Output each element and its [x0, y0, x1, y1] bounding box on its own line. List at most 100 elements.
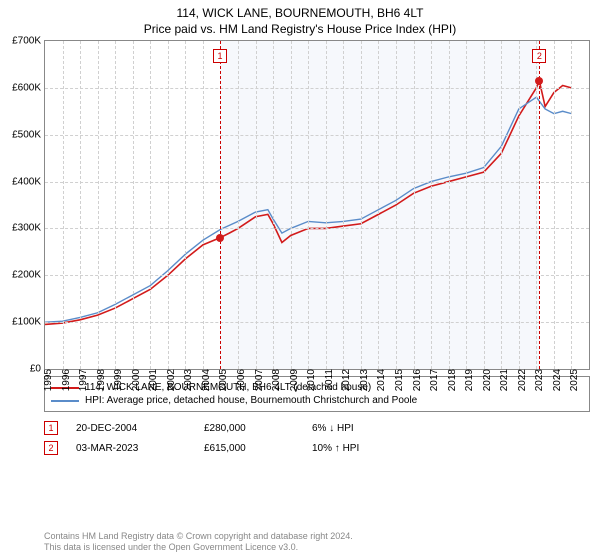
gridline-v [378, 41, 379, 369]
gridline-v [396, 41, 397, 369]
gridline-v [150, 41, 151, 369]
gridline-h [45, 182, 589, 183]
x-axis-label: 1999 [111, 369, 124, 391]
sale-index-badge: 2 [44, 441, 58, 455]
sale-index-badge: 1 [44, 421, 58, 435]
x-axis-label: 2006 [234, 369, 247, 391]
sale-date: 20-DEC-2004 [76, 423, 186, 434]
sale-marker-dot [216, 234, 224, 242]
sales-table: 1 20-DEC-2004 £280,000 6% ↓ HPI 2 03-MAR-2023… [44, 418, 590, 458]
legend-row: HPI: Average price, detached house, Bour… [51, 394, 583, 407]
gridline-v [133, 41, 134, 369]
x-axis-label: 2000 [129, 369, 142, 391]
sale-date: 03-MAR-2023 [76, 443, 186, 454]
x-axis-label: 2022 [515, 369, 528, 391]
gridline-v [185, 41, 186, 369]
sale-marker-line [539, 41, 540, 369]
gridline-v [273, 41, 274, 369]
gridline-v [466, 41, 467, 369]
line-canvas [45, 41, 589, 369]
chart-area: £0£100K£200K£300K£400K£500K£600K£700K199… [44, 40, 590, 370]
sale-delta: 6% ↓ HPI [312, 423, 402, 434]
x-axis-label: 1996 [59, 369, 72, 391]
x-axis-label: 2019 [462, 369, 475, 391]
x-axis-label: 2008 [269, 369, 282, 391]
gridline-v [63, 41, 64, 369]
gridline-v [115, 41, 116, 369]
chart-subtitle: Price paid vs. HM Land Registry's House … [0, 20, 600, 40]
gridline-v [431, 41, 432, 369]
x-axis-label: 1997 [76, 369, 89, 391]
gridline-v [554, 41, 555, 369]
gridline-v [414, 41, 415, 369]
y-axis-label: £200K [12, 270, 45, 281]
sales-table-row: 1 20-DEC-2004 £280,000 6% ↓ HPI [44, 418, 590, 438]
gridline-v [501, 41, 502, 369]
legend-swatch [51, 400, 79, 402]
x-axis-label: 2014 [374, 369, 387, 391]
y-axis-label: £400K [12, 176, 45, 187]
gridline-v [256, 41, 257, 369]
x-axis-label: 2017 [427, 369, 440, 391]
gridline-v [238, 41, 239, 369]
x-axis-label: 2011 [322, 369, 335, 391]
chart-container: 114, WICK LANE, BOURNEMOUTH, BH6 4LT Pri… [0, 0, 600, 560]
gridline-v [308, 41, 309, 369]
sales-table-row: 2 03-MAR-2023 £615,000 10% ↑ HPI [44, 438, 590, 458]
sale-marker-dot [535, 77, 543, 85]
sale-index-box: 1 [213, 49, 227, 63]
x-axis-label: 2024 [550, 369, 563, 391]
gridline-v [571, 41, 572, 369]
x-axis-label: 1995 [41, 369, 54, 391]
x-axis-label: 2005 [216, 369, 229, 391]
legend-label: HPI: Average price, detached house, Bour… [85, 395, 417, 406]
x-axis-label: 2025 [567, 369, 580, 391]
gridline-h [45, 275, 589, 276]
sale-marker-line [220, 41, 221, 369]
x-axis-label: 2018 [445, 369, 458, 391]
chart-title: 114, WICK LANE, BOURNEMOUTH, BH6 4LT [0, 0, 600, 20]
gridline-v [168, 41, 169, 369]
x-axis-label: 2007 [252, 369, 265, 391]
gridline-h [45, 135, 589, 136]
gridline-v [98, 41, 99, 369]
x-axis-label: 2013 [357, 369, 370, 391]
x-axis-label: 2001 [146, 369, 159, 391]
gridline-v [80, 41, 81, 369]
x-axis-label: 2015 [392, 369, 405, 391]
sale-price: £280,000 [204, 423, 294, 434]
sale-delta: 10% ↑ HPI [312, 443, 402, 454]
gridline-v [449, 41, 450, 369]
y-axis-label: £600K [12, 82, 45, 93]
x-axis-label: 2003 [181, 369, 194, 391]
y-axis-label: £100K [12, 317, 45, 328]
x-axis-label: 2023 [532, 369, 545, 391]
gridline-h [45, 88, 589, 89]
sale-price: £615,000 [204, 443, 294, 454]
y-axis-label: £700K [12, 36, 45, 47]
attribution-line-2: This data is licensed under the Open Gov… [44, 542, 353, 554]
gridline-v [291, 41, 292, 369]
x-axis-label: 2020 [480, 369, 493, 391]
gridline-v [343, 41, 344, 369]
attribution: Contains HM Land Registry data © Crown c… [44, 531, 353, 554]
x-axis-label: 2021 [497, 369, 510, 391]
gridline-v [536, 41, 537, 369]
y-axis-label: £300K [12, 223, 45, 234]
gridline-h [45, 322, 589, 323]
x-axis-label: 2010 [304, 369, 317, 391]
x-axis-label: 2012 [339, 369, 352, 391]
gridline-v [484, 41, 485, 369]
x-axis-label: 2004 [199, 369, 212, 391]
attribution-line-1: Contains HM Land Registry data © Crown c… [44, 531, 353, 543]
sale-index-box: 2 [532, 49, 546, 63]
x-axis-label: 1998 [94, 369, 107, 391]
x-axis-label: 2002 [164, 369, 177, 391]
gridline-v [519, 41, 520, 369]
x-axis-label: 2009 [287, 369, 300, 391]
x-axis-label: 2016 [410, 369, 423, 391]
gridline-h [45, 228, 589, 229]
y-axis-label: £500K [12, 129, 45, 140]
gridline-v [203, 41, 204, 369]
gridline-v [361, 41, 362, 369]
